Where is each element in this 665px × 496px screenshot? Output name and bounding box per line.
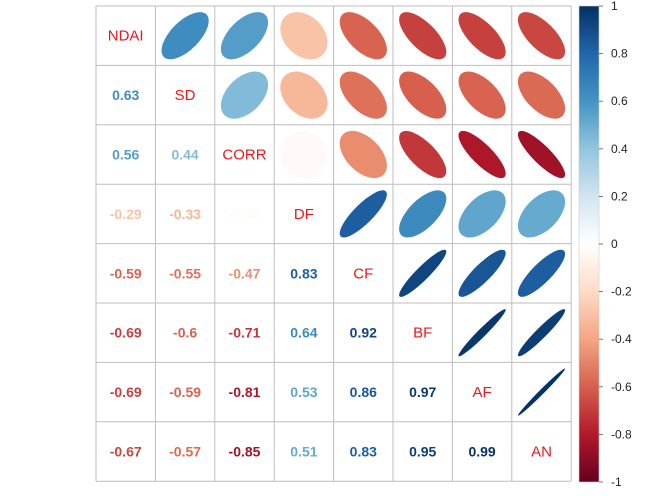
diagonal-label: CORR xyxy=(222,147,266,164)
correlation-ellipse xyxy=(339,71,387,119)
correlation-ellipse xyxy=(517,368,566,416)
correlation-value: 0.51 xyxy=(290,444,317,460)
correlation-value: -0.47 xyxy=(229,265,261,281)
correlation-ellipse xyxy=(399,71,447,119)
diagonal-label: AN xyxy=(531,444,552,461)
diagonal-label: BF xyxy=(413,325,432,342)
correlation-ellipse xyxy=(458,130,506,179)
correlation-value: -0.69 xyxy=(110,384,142,400)
colorbar-tick-label: -0.4 xyxy=(611,332,632,346)
correlation-value: -0.57 xyxy=(169,444,201,460)
correlation-value: -0.59 xyxy=(169,384,201,400)
correlation-ellipse xyxy=(399,12,447,60)
correlation-ellipse xyxy=(280,71,328,119)
correlation-value: -0.59 xyxy=(110,265,142,281)
correlation-value: -0.85 xyxy=(229,444,261,460)
correlation-value: 0.64 xyxy=(290,325,317,341)
correlation-value: -0.29 xyxy=(110,206,142,222)
correlation-value: 0.97 xyxy=(409,384,436,400)
correlation-ellipse xyxy=(517,190,566,238)
correlation-ellipse xyxy=(399,190,447,238)
matrix-cells: NDAI 0.63 SD 0.56 0.44 CORR -0.29 -0.33 -0.03 DF -… xyxy=(108,12,566,461)
diagonal-label: CF xyxy=(353,265,373,282)
colorbar-tick-label: 1 xyxy=(611,0,618,13)
correlation-value: 0.95 xyxy=(409,444,436,460)
correlation-ellipse xyxy=(339,190,387,238)
correlation-value: 0.83 xyxy=(290,265,317,281)
correlation-ellipse xyxy=(339,130,387,179)
colorbar-tick-label: 0.2 xyxy=(611,189,628,203)
correlation-ellipse xyxy=(220,71,269,119)
correlation-ellipse xyxy=(458,190,506,238)
correlation-value: -0.71 xyxy=(229,325,261,341)
correlation-ellipse xyxy=(339,12,387,60)
correlation-ellipse xyxy=(458,309,506,357)
correlation-ellipse xyxy=(280,12,328,60)
correlation-value: 0.63 xyxy=(112,87,139,103)
correlation-ellipse xyxy=(161,12,209,60)
correlation-value: 0.56 xyxy=(112,147,139,163)
correlation-value: -0.6 xyxy=(173,325,197,341)
correlation-ellipse xyxy=(399,130,447,179)
correlation-ellipse xyxy=(280,130,328,179)
correlation-ellipse xyxy=(517,309,566,357)
correlation-ellipse xyxy=(458,12,506,60)
correlation-ellipse xyxy=(399,249,447,297)
colorbar-tick-label: -1 xyxy=(611,475,622,489)
diagonal-label: SD xyxy=(175,87,196,104)
correlation-value: 0.83 xyxy=(350,444,377,460)
colorbar: 1 0.8 0.6 0.4 0.2 0 -0.2 -0.4 -0.6 -0.8 -1 xyxy=(578,0,632,489)
correlation-value: -0.69 xyxy=(110,325,142,341)
correlation-ellipse xyxy=(458,71,506,119)
matrix-grid xyxy=(95,5,572,482)
correlation-value: -0.67 xyxy=(110,444,142,460)
correlation-value: 0.86 xyxy=(350,384,377,400)
colorbar-tick-label: 0.4 xyxy=(611,142,628,156)
diagonal-label: AF xyxy=(473,384,492,401)
correlation-ellipse xyxy=(517,12,566,60)
colorbar-tick-label: 0.6 xyxy=(611,94,628,108)
correlation-value: -0.33 xyxy=(169,206,201,222)
colorbar-gradient xyxy=(578,5,600,483)
colorbar-tick-label: 0 xyxy=(611,237,618,251)
correlation-value: -0.81 xyxy=(229,384,261,400)
correlation-value: 0.53 xyxy=(290,384,317,400)
correlation-ellipse xyxy=(458,249,506,297)
colorbar-tick-label: -0.6 xyxy=(611,380,632,394)
colorbar-tick-label: -0.2 xyxy=(611,285,632,299)
diagonal-label: DF xyxy=(294,206,314,223)
diagonal-label: NDAI xyxy=(108,28,144,45)
correlation-ellipse xyxy=(517,249,566,297)
correlation-ellipse xyxy=(517,71,566,119)
correlation-ellipse xyxy=(517,130,566,179)
correlation-value: 0.92 xyxy=(350,325,377,341)
correlation-value: 0.99 xyxy=(468,444,495,460)
correlation-value: -0.03 xyxy=(229,206,261,222)
correlation-value: -0.55 xyxy=(169,265,201,281)
correlation-ellipse xyxy=(220,12,269,60)
correlation-value: 0.44 xyxy=(171,147,198,163)
colorbar-tick-label: -0.8 xyxy=(611,427,632,441)
colorbar-tick-label: 0.8 xyxy=(611,47,628,61)
